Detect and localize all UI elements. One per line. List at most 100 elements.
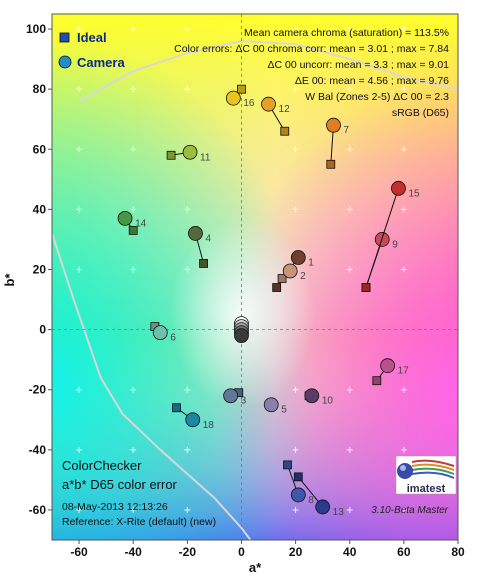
zero-axes: [52, 14, 458, 540]
grid-cross: [130, 506, 137, 513]
grid-cross: [76, 446, 83, 453]
camera-marker-8: [290, 487, 306, 503]
gamut-lower-curve: [52, 233, 252, 540]
imatest-logo: imatest: [395, 455, 457, 495]
gamut-upper-curve: [78, 40, 458, 103]
patch-number-12: 12: [279, 104, 291, 115]
stat-line-2: Color errors: ΔC 00 chroma corr: mean = …: [174, 43, 449, 55]
patch-number-17: 17: [398, 366, 410, 377]
grid-cross: [292, 86, 299, 93]
y-tick-label: -60: [29, 503, 47, 517]
camera-marker-2: [282, 263, 298, 279]
legend-camera-label: Camera: [77, 55, 125, 70]
patch-number-11: 11: [200, 152, 211, 163]
legend-ideal-swatch: [59, 32, 70, 43]
grid-cross: [184, 26, 191, 33]
camera-marker-5: [263, 397, 279, 413]
x-tick-label: 60: [397, 545, 411, 559]
grid-cross: [346, 386, 353, 393]
ideal-marker-12: [280, 126, 290, 136]
grid-cross: [130, 26, 137, 33]
x-tick-label: -40: [125, 545, 143, 559]
stat-line-4: ΔE 00: mean = 4.56 ; max = 9.76: [295, 75, 449, 87]
stat-line-5: W Bal (Zones 2-5) ΔC 00 = 2.3: [305, 91, 449, 103]
grid-cross: [130, 206, 137, 213]
legend-ideal-label: Ideal: [77, 30, 107, 45]
ideal-marker-13: [293, 472, 303, 482]
logo-text: imatest: [407, 483, 446, 495]
error-line-15: [365, 188, 399, 288]
patch-number-6: 6: [170, 333, 176, 344]
legend-camera-swatch: [58, 55, 72, 69]
x-tick-label: -60: [70, 545, 88, 559]
grid-cross: [184, 86, 191, 93]
y-tick-label: 80: [33, 82, 47, 96]
plot-background: [52, 14, 458, 540]
y-axis-label: b*: [2, 273, 17, 287]
grid-cross: [346, 26, 353, 33]
x-tick-label: -20: [179, 545, 197, 559]
y-tick-label: 40: [33, 202, 47, 216]
grid-cross: [400, 26, 407, 33]
patch-number-3: 3: [241, 396, 247, 407]
grid-cross: [76, 26, 83, 33]
info-title-1: ColorChecker: [62, 458, 142, 473]
grid-cross: [76, 206, 83, 213]
grid-cross: [292, 506, 299, 513]
camera-marker-18: [185, 412, 201, 428]
grid-cross: [76, 86, 83, 93]
camera-marker-3: [223, 388, 239, 404]
grid-cross: [184, 266, 191, 273]
x-tick-label: 0: [238, 545, 245, 559]
ideal-marker-4: [199, 259, 208, 268]
grid-cross: [130, 446, 137, 453]
camera-marker-15: [391, 180, 406, 196]
patch-number-2: 2: [300, 271, 306, 282]
camera-marker-16: [225, 90, 241, 106]
x-tick-labels: -60 -40 -20 0 20 40 60 80: [70, 540, 465, 559]
patch-number-16: 16: [243, 98, 255, 109]
ideal-marker-11: [166, 150, 176, 160]
grid-cross: [76, 266, 83, 273]
y-tick-label: 20: [33, 262, 47, 276]
ideal-marker-16: [237, 84, 246, 94]
grid-cross: [346, 146, 353, 153]
camera-marker-17: [380, 358, 396, 374]
grid-cross: [400, 506, 407, 513]
info-title-2: a*b* D65 color error: [62, 477, 178, 492]
y-tick-label: -40: [29, 443, 47, 457]
grid-cross: [346, 506, 353, 513]
ideal-marker-1: [272, 283, 282, 292]
patch-number-8: 8: [308, 495, 314, 506]
grid-cross: [292, 446, 299, 453]
version-label: 3.10-Beta Master: [371, 505, 448, 516]
grid-cross: [184, 446, 191, 453]
grid-cross: [292, 26, 299, 33]
patch-number-10: 10: [322, 396, 334, 407]
grid-cross: [76, 386, 83, 393]
ideal-marker-7: [326, 159, 336, 169]
camera-marker-10: [304, 388, 320, 404]
grid-cross: [400, 386, 407, 393]
grid-cross: [346, 266, 353, 273]
grid-cross: [400, 86, 407, 93]
y-tick-label: 100: [26, 22, 46, 36]
neutral-marker: [234, 328, 249, 344]
grid-cross: [292, 206, 299, 213]
camera-marker-12: [261, 96, 276, 112]
legend: Ideal Camera: [58, 30, 125, 70]
y-tick-label: 60: [33, 142, 47, 156]
ideal-marker-14: [128, 226, 138, 235]
camera-marker-14: [117, 210, 133, 226]
grid-cross: [76, 506, 83, 513]
stats-block: Mean camera chroma (saturation) = 113.5%…: [174, 27, 449, 119]
srgb-gamut-boundary: [52, 40, 458, 540]
ideal-marker-2: [277, 274, 287, 283]
info-date: 08-May-2013 12:13:26: [62, 501, 168, 513]
patch-number-1: 1: [308, 257, 314, 268]
grid-cross: [184, 206, 191, 213]
patch-number-18: 18: [203, 420, 215, 431]
camera-marker-13: [315, 499, 331, 515]
info-reference: Reference: X-Rite (default) (new): [62, 516, 216, 528]
